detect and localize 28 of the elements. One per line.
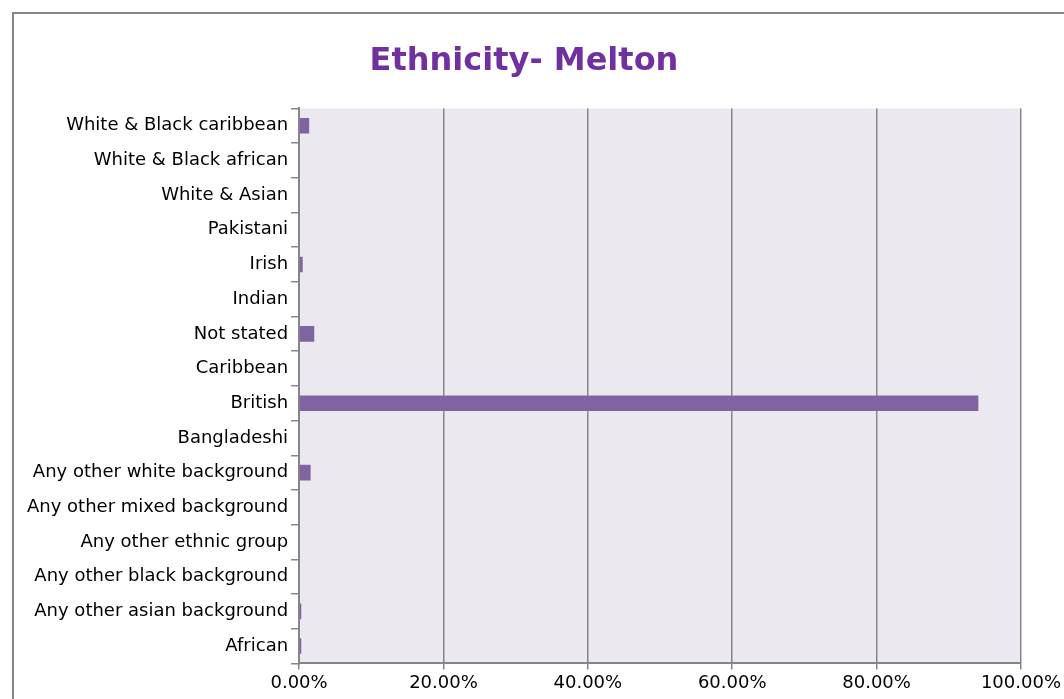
chart-title: Ethnicity- Melton — [369, 39, 679, 78]
y-tick-label: White & Asian — [161, 182, 289, 204]
y-tick-label: Any other mixed background — [26, 494, 289, 516]
y-tick-label: Any other white background — [32, 460, 289, 482]
bar — [299, 256, 303, 273]
x-tick-label: 0.00% — [270, 670, 328, 692]
x-tick-label: 40.00% — [553, 670, 623, 692]
bar — [299, 464, 311, 481]
y-tick-label: White & Black caribbean — [66, 113, 289, 135]
x-tick-label: 80.00% — [842, 670, 911, 692]
y-tick-label: African — [225, 633, 289, 655]
bar — [299, 395, 979, 412]
y-tick-label: Any other asian background — [34, 599, 289, 621]
y-tick-label: British — [230, 390, 289, 412]
y-tick-label: Bangladeshi — [177, 425, 289, 447]
y-tick-label: Irish — [249, 252, 289, 274]
y-tick-label: Pakistani — [207, 217, 289, 239]
y-tick-label: Any other black background — [34, 564, 289, 586]
bar — [299, 326, 315, 342]
y-tick-label: White & Black african — [93, 148, 289, 170]
y-tick-label: Any other ethnic group — [80, 529, 289, 551]
x-tick-label: 20.00% — [409, 670, 478, 692]
x-tick-label: 60.00% — [697, 670, 767, 692]
y-tick-label: Indian — [232, 286, 289, 308]
y-tick-label: Not stated — [193, 321, 289, 343]
y-tick-label: Caribbean — [195, 356, 289, 378]
bar — [299, 117, 310, 134]
x-tick-label: 100.00% — [980, 670, 1061, 692]
